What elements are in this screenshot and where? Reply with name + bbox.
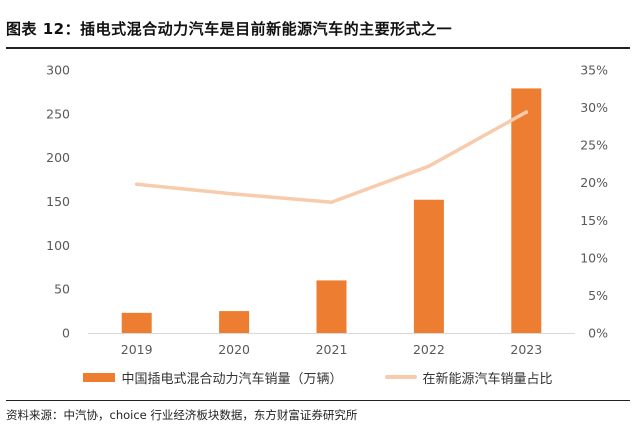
x-tick-label: 2021 (316, 342, 348, 357)
x-tick-label: 2022 (413, 342, 445, 357)
right-tick-label: 30% (580, 100, 608, 115)
x-axis-ticks: 2019 2020 2021 2022 2023 (121, 342, 542, 357)
share-line (134, 110, 529, 205)
share-point-2021 (329, 200, 334, 205)
left-tick-label: 300 (46, 63, 70, 78)
share-point-2022 (427, 164, 431, 168)
x-tick-label: 2020 (218, 342, 250, 357)
source-note: 资料来源：中汽协，choice 行业经济板块数据，东方财富证券研究所 (6, 408, 358, 422)
bar-2023 (511, 88, 542, 333)
bar-2021 (316, 280, 347, 333)
right-tick-label: 20% (580, 175, 608, 190)
legend-bar-swatch (83, 372, 116, 382)
right-tick-label: 10% (580, 250, 608, 265)
left-tick-label: 200 (46, 150, 70, 165)
footer-rule (6, 400, 630, 401)
figure-title: 图表 12：插电式混合动力汽车是目前新能源汽车的主要形式之一 (6, 20, 453, 38)
x-tick-label: 2019 (121, 342, 153, 357)
left-tick-label: 50 (54, 282, 70, 297)
title-rule (6, 47, 630, 49)
bar-2022 (413, 199, 444, 333)
bar-2019 (121, 312, 152, 333)
right-tick-label: 5% (588, 288, 608, 303)
x-tick-label: 2023 (510, 342, 542, 357)
legend: 中国插电式混合动力汽车销量（万辆） 在新能源汽车销量占比 (0, 367, 636, 387)
share-point-2023 (524, 110, 529, 114)
legend-bar-label: 中国插电式混合动力汽车销量（万辆） (121, 371, 343, 387)
right-tick-label: 15% (580, 213, 608, 228)
right-tick-label: 0% (588, 326, 608, 341)
legend-line-swatch (384, 375, 417, 379)
line-series (134, 110, 529, 205)
left-axis-ticks: 0 50 100 150 200 250 300 (46, 63, 70, 341)
legend-line-label: 在新能源汽车销量占比 (422, 371, 553, 387)
right-tick-label: 35% (580, 63, 608, 78)
right-tick-label: 25% (580, 138, 608, 153)
left-tick-label: 150 (46, 194, 70, 209)
left-tick-label: 100 (46, 238, 70, 253)
bar-series (121, 88, 542, 333)
share-point-2019 (134, 182, 139, 187)
left-tick-label: 250 (46, 106, 70, 121)
left-tick-label: 0 (62, 326, 70, 341)
share-point-2020 (232, 192, 236, 196)
bar-2020 (219, 311, 250, 333)
legend-item-line: 在新能源汽车销量占比 (384, 367, 553, 387)
right-axis-ticks: 0% 5% 10% 15% 20% 25% 30% 35% (580, 63, 608, 341)
legend-item-bar: 中国插电式混合动力汽车销量（万辆） (83, 367, 343, 387)
